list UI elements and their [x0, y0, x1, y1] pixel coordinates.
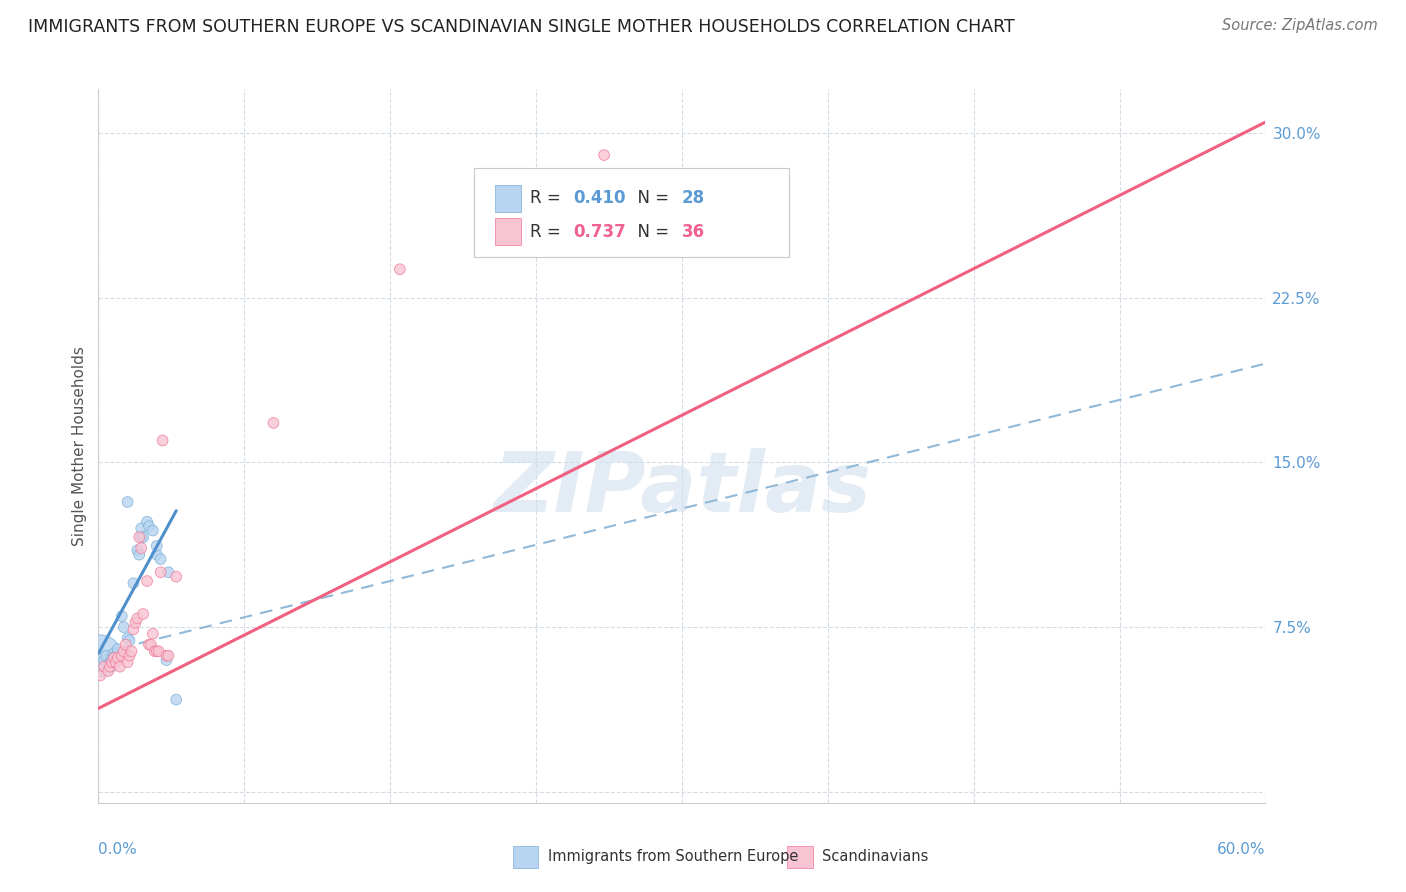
Point [117, 495, 139, 509]
Point [132, 607, 155, 621]
Point [117, 631, 139, 645]
Point [101, 655, 124, 669]
Point [101, 651, 124, 665]
Point [132, 530, 155, 544]
Point [89, 668, 111, 682]
FancyBboxPatch shape [513, 847, 538, 868]
Point [107, 651, 129, 665]
Text: N =: N = [627, 223, 675, 241]
FancyBboxPatch shape [495, 219, 520, 245]
Point [262, 416, 284, 430]
Point [121, 644, 143, 658]
Point [112, 644, 135, 658]
Point [107, 642, 129, 657]
Point [155, 648, 177, 663]
Point [142, 524, 165, 538]
Point [138, 519, 160, 533]
Point [93, 653, 115, 667]
Point [129, 521, 152, 535]
Point [122, 576, 145, 591]
Point [136, 574, 159, 588]
Point [157, 648, 180, 663]
Point [103, 647, 125, 661]
Point [143, 644, 166, 658]
Text: Scandinavians: Scandinavians [823, 849, 928, 863]
Point [593, 148, 616, 162]
FancyBboxPatch shape [787, 847, 813, 868]
Point [149, 566, 172, 580]
Text: N =: N = [627, 189, 675, 207]
Point [117, 655, 139, 669]
Point [114, 638, 136, 652]
Point [112, 620, 135, 634]
Point [129, 541, 152, 555]
Point [118, 633, 141, 648]
Point [136, 515, 159, 529]
Text: 0.410: 0.410 [574, 189, 626, 207]
Point [124, 615, 146, 630]
Point [165, 692, 187, 706]
Text: 60.0%: 60.0% [1218, 842, 1265, 857]
Point [98, 659, 121, 673]
Point [97, 664, 120, 678]
Point [96, 648, 118, 663]
FancyBboxPatch shape [474, 168, 789, 257]
Point [139, 638, 162, 652]
Point [146, 539, 169, 553]
Point [108, 659, 131, 673]
Text: IMMIGRANTS FROM SOUTHERN EUROPE VS SCANDINAVIAN SINGLE MOTHER HOUSEHOLDS CORRELA: IMMIGRANTS FROM SOUTHERN EUROPE VS SCAND… [28, 18, 1015, 36]
Point [149, 552, 172, 566]
Point [89, 648, 111, 663]
Text: ZIPatlas: ZIPatlas [494, 449, 870, 529]
Text: Source: ZipAtlas.com: Source: ZipAtlas.com [1222, 18, 1378, 33]
Point [146, 548, 169, 562]
Point [128, 548, 150, 562]
Point [103, 651, 125, 665]
Point [142, 626, 165, 640]
Point [128, 530, 150, 544]
Point [98, 655, 121, 669]
Text: 36: 36 [682, 223, 704, 241]
FancyBboxPatch shape [495, 185, 520, 212]
Point [93, 659, 115, 673]
Point [111, 648, 134, 663]
Point [152, 434, 174, 448]
Text: R =: R = [530, 189, 567, 207]
Text: 28: 28 [682, 189, 704, 207]
Point [148, 644, 170, 658]
Point [165, 569, 187, 583]
Point [111, 609, 134, 624]
Point [104, 655, 127, 669]
Text: R =: R = [530, 223, 567, 241]
Point [118, 648, 141, 663]
Point [138, 638, 160, 652]
Point [129, 530, 152, 544]
Point [388, 262, 411, 277]
Point [146, 644, 169, 658]
Point [127, 543, 149, 558]
Point [127, 611, 149, 625]
Text: 0.737: 0.737 [574, 223, 626, 241]
Y-axis label: Single Mother Households: Single Mother Households [72, 346, 87, 546]
Point [104, 648, 127, 663]
Text: 0.0%: 0.0% [98, 842, 138, 857]
Point [122, 623, 145, 637]
Point [155, 653, 177, 667]
Point [157, 566, 180, 580]
Text: Immigrants from Southern Europe: Immigrants from Southern Europe [548, 849, 799, 863]
